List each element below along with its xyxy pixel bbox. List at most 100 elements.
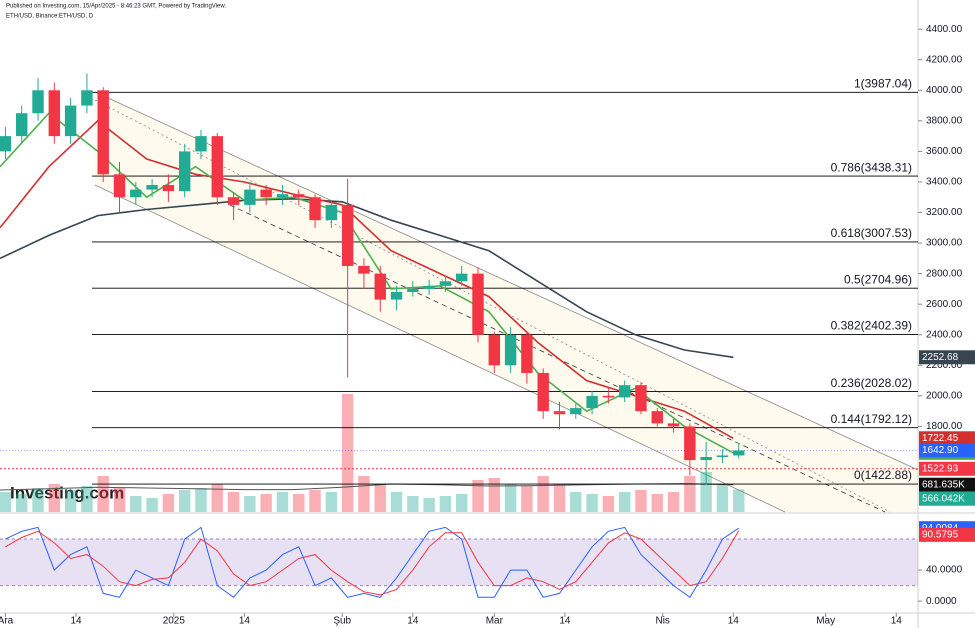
volume-bar <box>276 492 289 512</box>
volume-bar <box>667 492 680 512</box>
x-tick-label: 14 <box>239 616 251 627</box>
volume-bar <box>48 484 61 512</box>
volume-bar <box>97 476 109 512</box>
x-tick-label: 14 <box>559 616 571 627</box>
volume-bar <box>260 494 272 512</box>
volume-bar <box>113 488 126 512</box>
candle-body <box>651 411 663 424</box>
candle-body <box>16 113 28 137</box>
volume-bar <box>195 488 207 512</box>
candle-body <box>374 273 386 300</box>
volume-bar <box>700 472 712 512</box>
volume-bar <box>358 476 370 512</box>
volume-bar <box>293 494 305 512</box>
candle-body <box>716 455 729 457</box>
logo: Investing.com <box>10 483 124 502</box>
candle-body <box>64 105 77 137</box>
fib-label: 0.236(2028.02) <box>831 376 912 390</box>
volume-bar <box>456 494 468 512</box>
candle-body <box>570 408 582 415</box>
volume-bar <box>374 484 386 512</box>
published: Published on Investing.com, 15/Apr/2025 … <box>6 4 226 10</box>
channel-mid <box>94 99 891 513</box>
candle-body <box>407 288 419 292</box>
candle-body <box>521 334 533 373</box>
vol-tag-label: 566.042K <box>922 493 965 504</box>
candle-body <box>341 204 354 266</box>
x-tick-label: May <box>816 616 835 627</box>
candle-body <box>684 426 696 461</box>
candle-body <box>146 185 158 190</box>
vma-tag-label: 681.635K <box>922 479 965 490</box>
candle-body <box>635 385 647 412</box>
candle-body <box>227 197 240 205</box>
candle-body <box>325 204 338 221</box>
moving-average <box>0 119 734 439</box>
candle-body <box>390 291 403 300</box>
candle-body <box>97 90 109 175</box>
symbol: ETH/USD, Binance:ETH/USD, D <box>6 14 94 20</box>
x-tick-label: Nis <box>655 616 669 627</box>
volume-bar <box>488 478 501 512</box>
fib-label: 0(1422.88) <box>854 468 912 482</box>
y-tick-label: 2000.00 <box>926 391 963 402</box>
price-tag-box <box>919 443 975 458</box>
line-tag-box <box>919 461 975 476</box>
stoch-tag-box <box>919 527 975 542</box>
ma-tag-label: 2252.68 <box>922 352 959 363</box>
candle-body <box>504 334 517 366</box>
x-tick-label: 14 <box>728 616 740 627</box>
x-tick-label: Şub <box>333 616 351 627</box>
vma-tag-box <box>919 477 975 492</box>
y-tick-label: 3600.00 <box>926 146 963 157</box>
ma-tag-box <box>919 350 975 365</box>
fib-label: 0.382(2402.39) <box>831 319 912 333</box>
volume-bar <box>716 484 729 512</box>
stoch-band <box>0 539 918 586</box>
volume-bar <box>504 484 517 512</box>
volume-bar <box>537 476 549 512</box>
candle-body <box>472 273 484 335</box>
candle-body <box>456 273 468 282</box>
candle-body <box>553 411 566 415</box>
volume-bar <box>341 394 354 512</box>
volume-bar <box>733 489 745 512</box>
volume-bar <box>651 494 663 512</box>
candle-body <box>113 174 126 198</box>
volume-bar <box>553 484 566 512</box>
candle-body <box>293 194 305 198</box>
channel-upper <box>94 91 919 471</box>
volume-bar <box>178 490 191 512</box>
candle-body <box>0 136 12 152</box>
candle-body <box>244 189 256 205</box>
volume-bar <box>407 496 419 512</box>
y-tick-label: 3000.00 <box>926 238 963 249</box>
x-tick-label: 14 <box>70 616 82 627</box>
volume-bar <box>570 492 582 512</box>
volume-bar <box>227 492 240 512</box>
volume-bar <box>439 496 452 512</box>
y-tick-label: 40.0000 <box>926 565 963 576</box>
fib-label: 1(3987.04) <box>854 76 912 90</box>
y-tick-label: 2600.00 <box>926 299 963 310</box>
vol-tag-box <box>919 491 975 506</box>
volume-bar <box>521 486 533 512</box>
price-tag-label: 1642.90 <box>922 445 959 456</box>
channel-lower <box>94 184 786 513</box>
y-tick-label: 4000.00 <box>926 85 963 96</box>
candle-body <box>195 136 207 152</box>
x-tick-label: 14 <box>407 616 419 627</box>
volume-bar <box>586 494 598 512</box>
x-tick-label: 2025 <box>163 616 186 627</box>
volume-bar <box>602 496 615 512</box>
candle-body <box>618 385 631 398</box>
y-tick-label: 1800.00 <box>926 421 963 432</box>
y-tick-label: 3400.00 <box>926 177 963 188</box>
moving-average <box>0 197 734 359</box>
volume-bar <box>423 498 435 512</box>
volume-bar <box>211 484 223 512</box>
moving-average <box>0 112 734 454</box>
y-tick-label: 4400.00 <box>926 24 963 35</box>
candle-body <box>423 285 435 289</box>
volume-bar <box>309 490 321 512</box>
